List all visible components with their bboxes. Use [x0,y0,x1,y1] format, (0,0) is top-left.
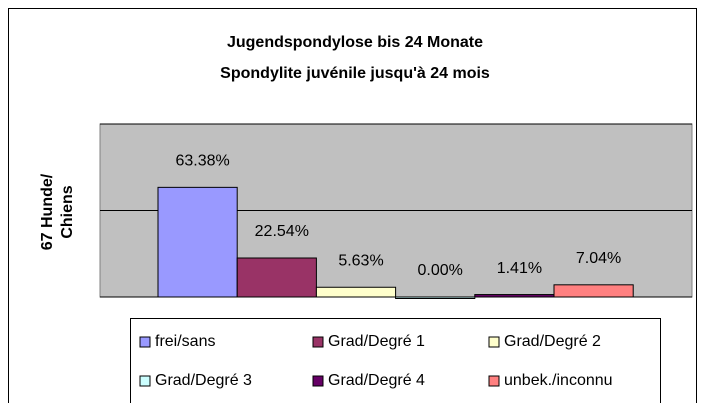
legend-swatch [139,375,151,387]
legend-swatch [488,336,500,348]
y-axis-label-line: 67 Hunde/ [39,173,56,250]
data-label: 1.41% [497,260,542,277]
data-label: 7.04% [576,250,621,267]
data-label: 5.63% [338,252,383,269]
bar [474,294,555,298]
chart-title: Spondylite juvénile jusqu'à 24 mois [220,65,490,82]
legend-label: Grad/Degré 2 [504,333,601,350]
y-axis-label: 67 Hunde/ Chiens [39,173,76,250]
data-label: 0.00% [418,262,463,279]
chart-title: Jugendspondylose bis 24 Monate [227,34,483,51]
data-label: 22.54% [255,223,309,240]
legend-label: frei/sans [155,333,215,350]
legend-swatch [488,375,500,387]
bar [157,186,238,298]
y-axis-label-line: Chiens [59,185,76,238]
data-label: 63.38% [175,153,229,170]
bar [236,257,317,298]
legend-swatch [312,375,324,387]
legend-label: unbek./inconnu [504,372,613,389]
legend-swatch [139,336,151,348]
legend [130,318,661,403]
legend-label: Grad/Degré 1 [328,333,425,350]
legend-swatch [312,336,324,348]
legend-label: Grad/Degré 3 [155,372,252,389]
bar [553,284,634,298]
bar [395,296,476,299]
bar [315,286,397,298]
legend-label: Grad/Degré 4 [328,372,425,389]
